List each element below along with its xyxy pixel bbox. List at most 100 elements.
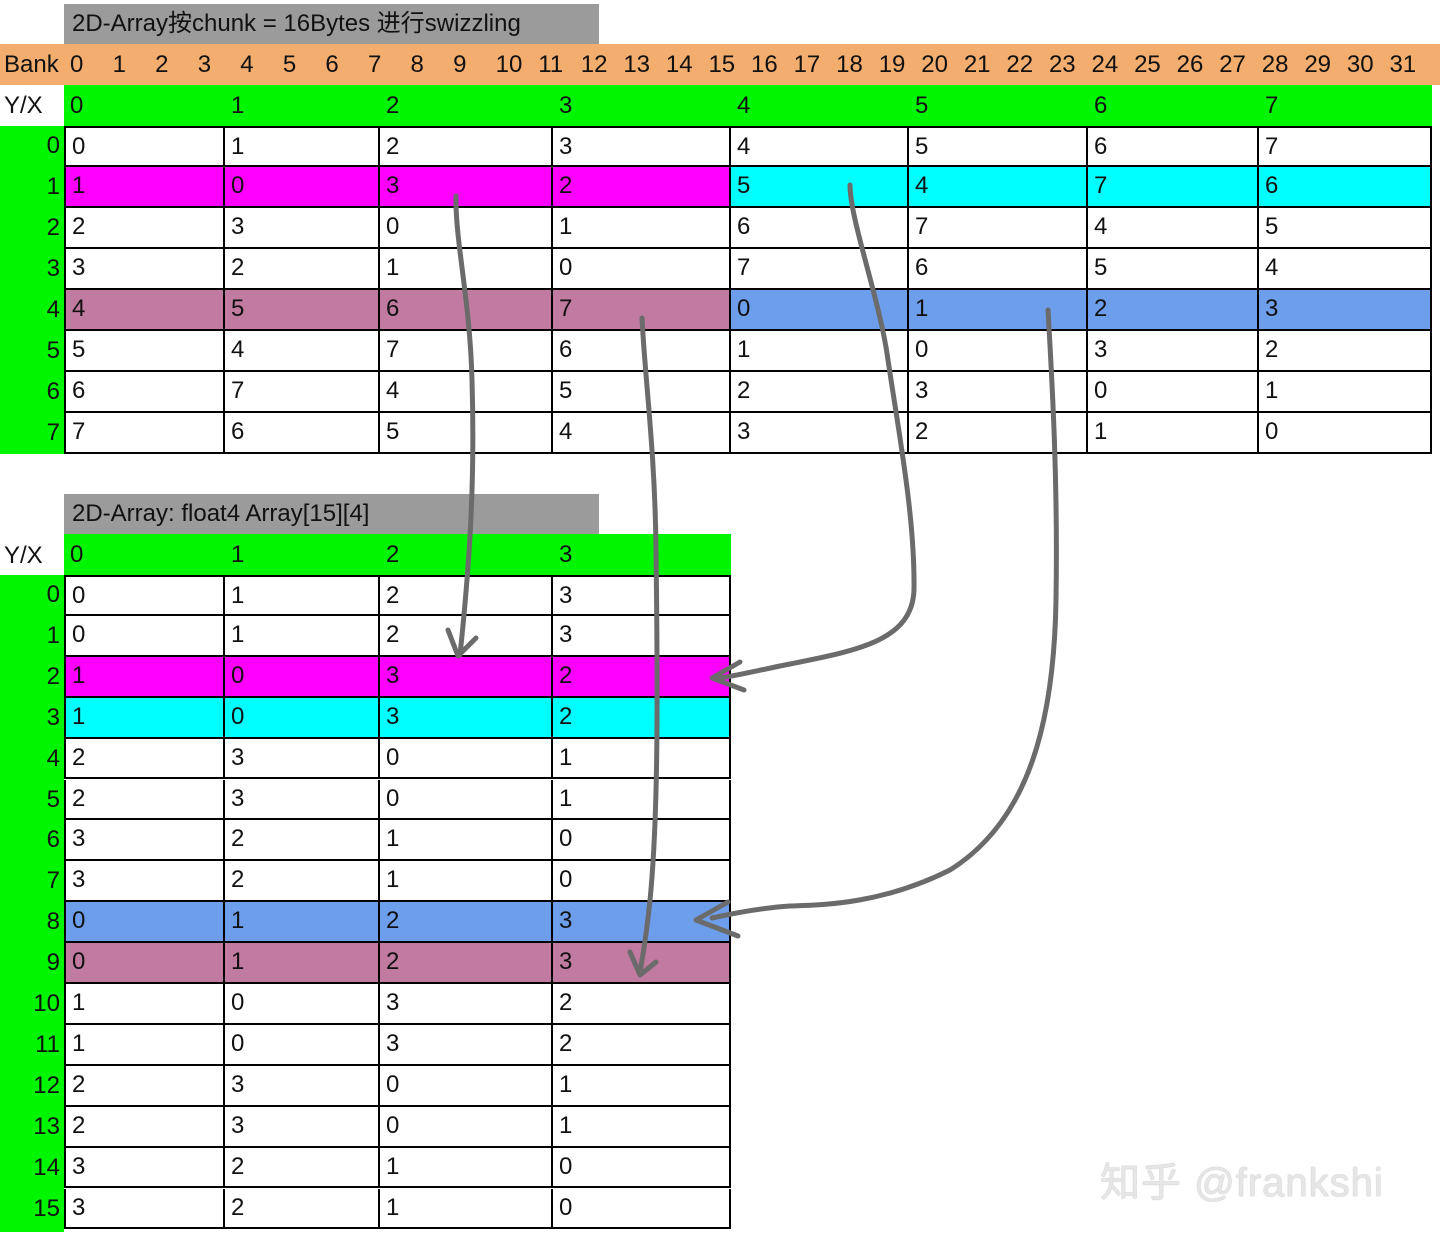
bottom-row-label: 0 [46,581,60,608]
top-cell: 0 [380,208,553,249]
top-cell: 7 [731,249,909,290]
top-row-label: 2 [46,214,60,241]
bank-number: 9 [453,51,467,78]
bottom-cell: 2 [553,656,731,698]
bottom-cell: 3 [553,943,731,984]
top-cell: 2 [731,372,909,413]
bottom-cell: 0 [553,861,731,903]
bank-number: 14 [665,51,693,78]
bottom-row-label: 15 [33,1194,60,1222]
top-cell: 6 [380,290,553,331]
top-cell: 5 [1088,249,1259,290]
bank-number: 12 [580,51,608,78]
bottom-cell: 2 [225,820,380,862]
top-cell: 5 [225,290,380,331]
bottom-cell: 1 [225,943,380,984]
top-row-label-column [0,126,64,454]
bottom-cell: 3 [553,902,731,944]
bottom-row-label: 8 [46,908,60,936]
bottom-cell: 1 [64,1024,225,1066]
bottom-cell: 3 [225,738,380,780]
bank-label: Bank [4,51,59,78]
top-x-header: 6 [1094,92,1108,119]
top-cell: 6 [909,249,1088,290]
top-cell: 0 [731,290,909,331]
top-cell: 1 [909,290,1088,331]
bottom-cell: 1 [380,1188,553,1230]
bottom-cell: 0 [225,697,380,739]
top-cell: 7 [225,372,380,413]
top-cell: 5 [909,126,1088,167]
top-cell: 2 [553,167,731,208]
bottom-x-header-row [64,534,731,575]
top-cell: 4 [225,331,380,372]
bank-number: 24 [1091,51,1119,78]
top-cell: 6 [225,413,380,454]
bottom-cell: 2 [380,902,553,944]
top-cell: 6 [1088,126,1259,167]
top-cell: 4 [1088,208,1259,249]
bottom-cell: 2 [225,1188,380,1230]
bottom-row-label: 1 [46,621,60,649]
top-row-label: 3 [46,255,60,282]
top-cell: 7 [64,413,225,454]
bank-number: 13 [623,51,651,78]
bottom-row-label: 5 [46,785,60,813]
top-cell: 3 [225,208,380,249]
bank-number: 15 [708,51,736,78]
bank-number: 2 [155,51,169,78]
bank-number: 0 [70,51,84,78]
bottom-cell: 2 [64,1065,225,1107]
bank-number: 6 [325,51,339,78]
top-cell: 0 [1259,413,1432,454]
bottom-row-label: 11 [35,1030,60,1058]
top-cell: 4 [731,126,909,167]
top-cell: 4 [1259,249,1432,290]
bottom-cell: 1 [553,779,731,821]
top-cell: 1 [731,331,909,372]
bottom-yx-label: Y/X [4,542,43,569]
top-cell: 2 [1088,290,1259,331]
bank-number: 8 [410,51,424,78]
top-cell: 2 [64,208,225,249]
bottom-cell: 0 [64,902,225,944]
top-cell: 5 [1259,208,1432,249]
bottom-cell: 2 [553,697,731,739]
bottom-cell: 3 [64,1188,225,1230]
bottom-cell: 3 [225,1065,380,1107]
bottom-cell: 0 [380,1106,553,1148]
top-x-header: 3 [559,92,573,119]
bottom-cell: 3 [380,984,553,1025]
bank-number: 11 [538,51,564,78]
bottom-cell: 1 [225,902,380,944]
top-cell: 3 [64,249,225,290]
top-cell: 1 [1259,372,1432,413]
bottom-row-label: 3 [46,703,60,731]
bottom-cell: 3 [380,697,553,739]
top-cell: 6 [64,372,225,413]
bank-number: 16 [751,51,778,78]
bottom-cell: 1 [64,656,225,698]
bottom-cell: 3 [64,1147,225,1189]
bottom-x-header: 3 [559,541,573,568]
bottom-cell: 2 [380,943,553,984]
bank-number: 28 [1261,51,1289,78]
top-cell: 4 [909,167,1088,208]
bottom-row-label: 7 [46,867,60,895]
bank-number: 10 [495,51,523,78]
top-x-header: 0 [70,92,84,119]
bottom-cell: 3 [553,575,731,616]
bottom-row-label: 10 [33,990,60,1017]
bottom-cell: 3 [64,861,225,903]
bottom-cell: 1 [553,1065,731,1107]
bottom-cell: 3 [225,1106,380,1148]
top-row-label: 1 [46,173,60,200]
top-cell: 2 [380,126,553,167]
bottom-row-label: 14 [33,1153,60,1181]
top-cell: 3 [1259,290,1432,331]
top-cell: 7 [1259,126,1432,167]
top-cell: 3 [553,126,731,167]
bank-number: 19 [878,51,906,78]
top-row-label: 6 [46,378,60,405]
top-cell: 0 [64,126,225,167]
